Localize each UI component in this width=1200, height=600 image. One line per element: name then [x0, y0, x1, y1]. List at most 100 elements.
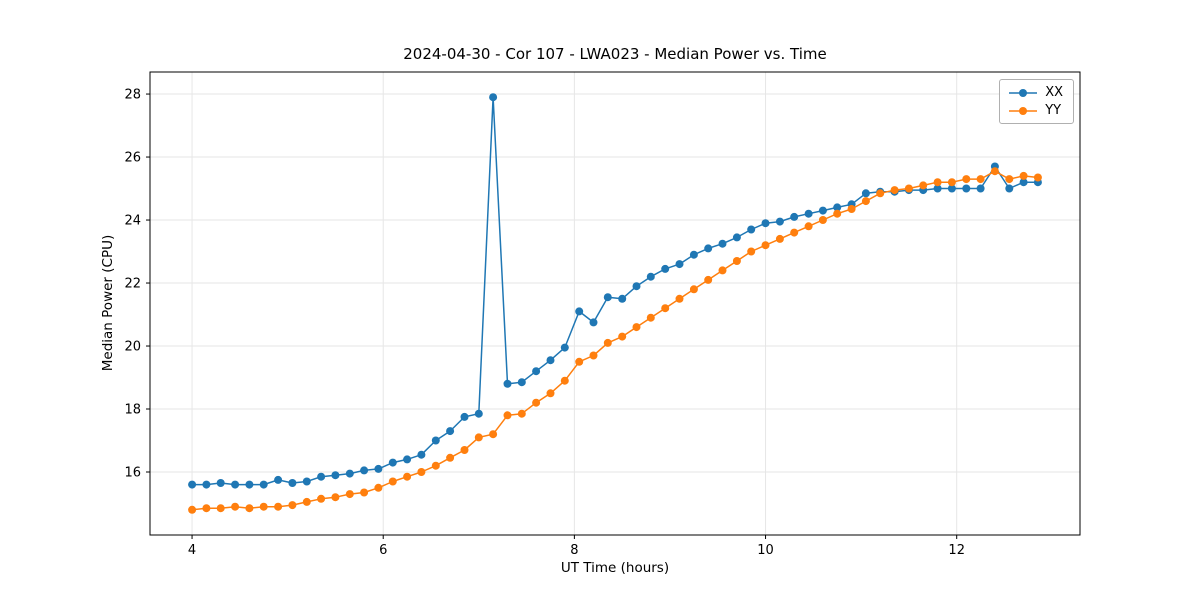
data-point-yy — [245, 504, 254, 513]
data-point-yy — [990, 167, 999, 176]
legend-item-xx: XX — [1008, 85, 1063, 100]
data-point-xx — [747, 225, 756, 234]
data-point-yy — [947, 178, 956, 187]
data-point-xx — [947, 184, 956, 193]
data-point-yy — [689, 285, 698, 294]
data-point-yy — [216, 504, 225, 513]
data-point-xx — [560, 343, 569, 352]
data-point-yy — [517, 409, 526, 418]
y-tick-label: 22 — [124, 277, 141, 292]
data-point-xx — [790, 212, 799, 221]
data-point-yy — [259, 502, 268, 511]
data-point-xx — [532, 367, 541, 376]
legend-label-xx: XX — [1045, 85, 1063, 100]
data-point-yy — [632, 323, 641, 332]
data-point-xx — [446, 427, 455, 436]
data-point-xx — [503, 379, 512, 388]
data-point-xx — [761, 219, 770, 228]
data-point-xx — [188, 480, 197, 489]
data-point-yy — [790, 228, 799, 237]
data-point-xx — [417, 450, 426, 459]
data-point-xx — [775, 217, 784, 226]
data-point-yy — [646, 313, 655, 322]
data-point-yy — [661, 304, 670, 313]
x-tick-label: 12 — [948, 543, 965, 558]
y-tick-label: 24 — [124, 214, 141, 229]
data-point-yy — [317, 494, 326, 503]
data-point-yy — [503, 411, 512, 420]
data-point-xx — [661, 264, 670, 273]
data-point-xx — [704, 244, 713, 253]
data-point-xx — [360, 466, 369, 475]
y-tick-label: 20 — [124, 340, 141, 355]
data-point-yy — [560, 376, 569, 385]
data-point-xx — [732, 233, 741, 242]
data-point-yy — [575, 357, 584, 366]
data-point-yy — [331, 493, 340, 502]
data-point-yy — [374, 483, 383, 492]
data-point-yy — [288, 501, 297, 510]
data-point-xx — [388, 458, 397, 467]
data-point-yy — [431, 461, 440, 470]
data-point-yy — [1005, 175, 1014, 184]
data-point-xx — [689, 250, 698, 259]
data-point-yy — [933, 178, 942, 187]
data-point-yy — [904, 184, 913, 193]
legend-sample-xx-icon — [1009, 88, 1038, 97]
data-point-xx — [374, 464, 383, 473]
series-line-yy — [192, 170, 1038, 511]
data-point-yy — [718, 266, 727, 275]
data-point-xx — [431, 436, 440, 445]
data-point-xx — [589, 318, 598, 327]
data-point-yy — [202, 504, 211, 513]
x-tick-label: 6 — [379, 543, 387, 558]
data-point-xx — [317, 472, 326, 481]
x-axis-label: UT Time (hours) — [560, 560, 670, 576]
data-point-xx — [632, 282, 641, 291]
data-point-xx — [288, 479, 297, 487]
data-point-yy — [890, 186, 899, 195]
data-point-yy — [747, 247, 756, 256]
data-point-xx — [833, 203, 842, 212]
data-point-yy — [460, 446, 469, 454]
data-point-yy — [474, 433, 483, 442]
x-tick-label: 10 — [757, 543, 774, 558]
data-point-yy — [761, 241, 770, 250]
data-point-yy — [546, 389, 555, 398]
data-point-xx — [861, 189, 870, 198]
data-point-xx — [718, 239, 727, 248]
data-point-yy — [188, 505, 197, 514]
data-point-yy — [1033, 173, 1042, 182]
data-point-xx — [517, 378, 526, 387]
data-point-yy — [976, 175, 985, 184]
y-axis-label: Median Power (CPU) — [100, 234, 116, 372]
data-point-yy — [274, 502, 283, 511]
data-point-xx — [804, 209, 813, 218]
data-point-yy — [876, 189, 885, 198]
data-point-yy — [302, 497, 311, 506]
data-point-yy — [589, 351, 598, 360]
data-point-yy — [388, 477, 397, 486]
data-point-yy — [732, 257, 741, 265]
data-point-yy — [833, 209, 842, 218]
data-point-xx — [618, 294, 627, 303]
data-point-xx — [403, 455, 412, 464]
plot-border — [149, 71, 1081, 536]
data-point-xx — [345, 469, 354, 478]
data-point-yy — [675, 294, 684, 303]
series-line-xx — [192, 96, 1038, 486]
data-point-yy — [603, 338, 612, 347]
data-point-xx — [546, 356, 555, 365]
data-point-xx — [245, 480, 254, 489]
x-tick-label: 4 — [188, 543, 196, 558]
y-tick-label: 18 — [124, 403, 141, 418]
data-point-xx — [231, 480, 240, 489]
data-point-xx — [575, 307, 584, 316]
data-point-xx — [603, 293, 612, 302]
data-point-xx — [675, 260, 684, 269]
legend-label-yy: YY — [1045, 103, 1062, 118]
data-point-yy — [704, 275, 713, 284]
legend-item-yy: YY — [1008, 103, 1063, 118]
legend-sample-yy-icon — [1009, 106, 1038, 115]
